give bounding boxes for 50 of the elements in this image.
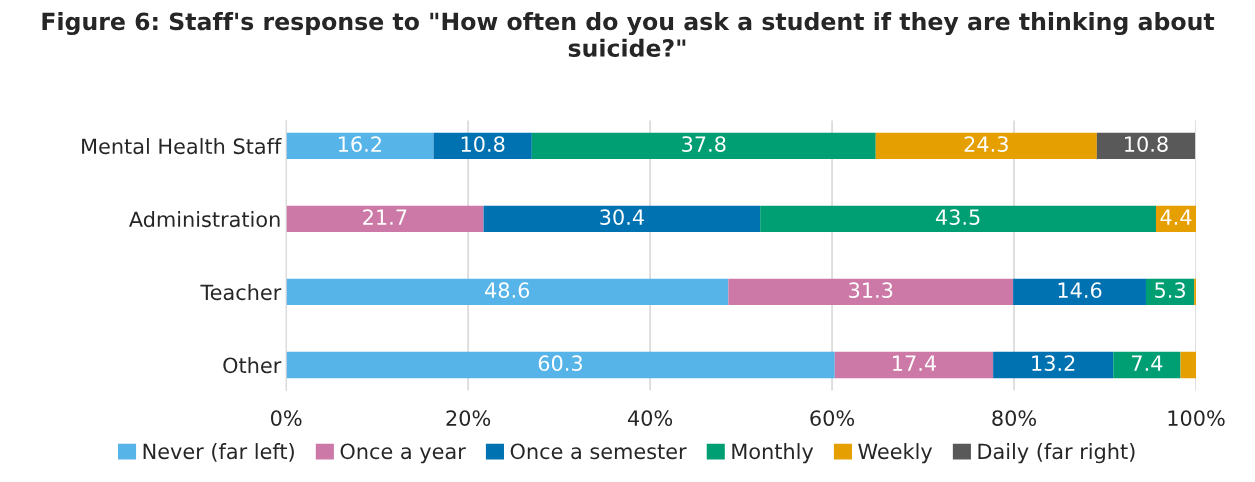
bar <box>760 205 1156 233</box>
bar <box>286 132 434 160</box>
x-tick-label: 100% <box>1168 410 1225 426</box>
data-label: 10.8 <box>1125 136 1168 152</box>
data-label: 17.4 <box>893 355 936 371</box>
data-label: 60.3 <box>538 355 582 372</box>
x-tick-label: 40% <box>627 410 673 426</box>
bar <box>1113 351 1181 379</box>
y-tick-label: Mental Health Staff <box>82 138 282 155</box>
chart-title: Figure 6: Staff's response to "How often do you ask a student if they are thinking about suicide?" <box>42 12 1215 57</box>
data-label: 10.8 <box>461 136 505 152</box>
legend-label: Once a year <box>340 443 466 464</box>
data-label: 13.2 <box>1032 355 1075 372</box>
x-tick-label: 80% <box>992 410 1037 426</box>
legend-label: Never (far left) <box>143 443 294 462</box>
data-label: 5.3 <box>1155 282 1185 299</box>
bar <box>483 205 761 233</box>
bar <box>834 351 994 379</box>
bar <box>1096 132 1196 160</box>
data-label: 24.3 <box>964 136 1008 152</box>
bar <box>1013 278 1146 306</box>
data-label: 31.3 <box>849 282 893 299</box>
y-tick-label: Other <box>223 357 282 374</box>
data-label: 21.7 <box>363 209 407 225</box>
bar <box>531 132 876 160</box>
legend-label: Once a semester <box>510 443 687 460</box>
bar <box>875 132 1097 160</box>
y-tick-label: Administration <box>129 211 280 228</box>
data-label: 16.2 <box>338 136 381 152</box>
x-tick-label: 20% <box>446 410 491 426</box>
bar <box>286 205 484 233</box>
data-label: 14.6 <box>1058 282 1102 299</box>
bar <box>286 278 729 306</box>
data-label: 43.5 <box>935 209 980 225</box>
data-label: 7.4 <box>1132 355 1163 371</box>
bar <box>993 351 1114 379</box>
bar <box>286 351 835 379</box>
data-label: 37.8 <box>682 136 726 152</box>
x-tick-label: 60% <box>810 410 855 426</box>
legend-label: Weekly <box>858 443 933 464</box>
data-label: 4.4 <box>1160 209 1192 225</box>
data-label: 30.4 <box>600 209 644 225</box>
legend-label: Daily (far right) <box>978 443 1135 464</box>
y-tick-label: Teacher <box>200 284 282 301</box>
bar <box>1180 351 1197 379</box>
legend-label: Monthly <box>732 443 814 464</box>
bar <box>433 132 532 160</box>
x-tick-label: 0% <box>270 410 302 426</box>
data-label: 48.6 <box>485 282 530 299</box>
bar <box>728 278 1014 306</box>
